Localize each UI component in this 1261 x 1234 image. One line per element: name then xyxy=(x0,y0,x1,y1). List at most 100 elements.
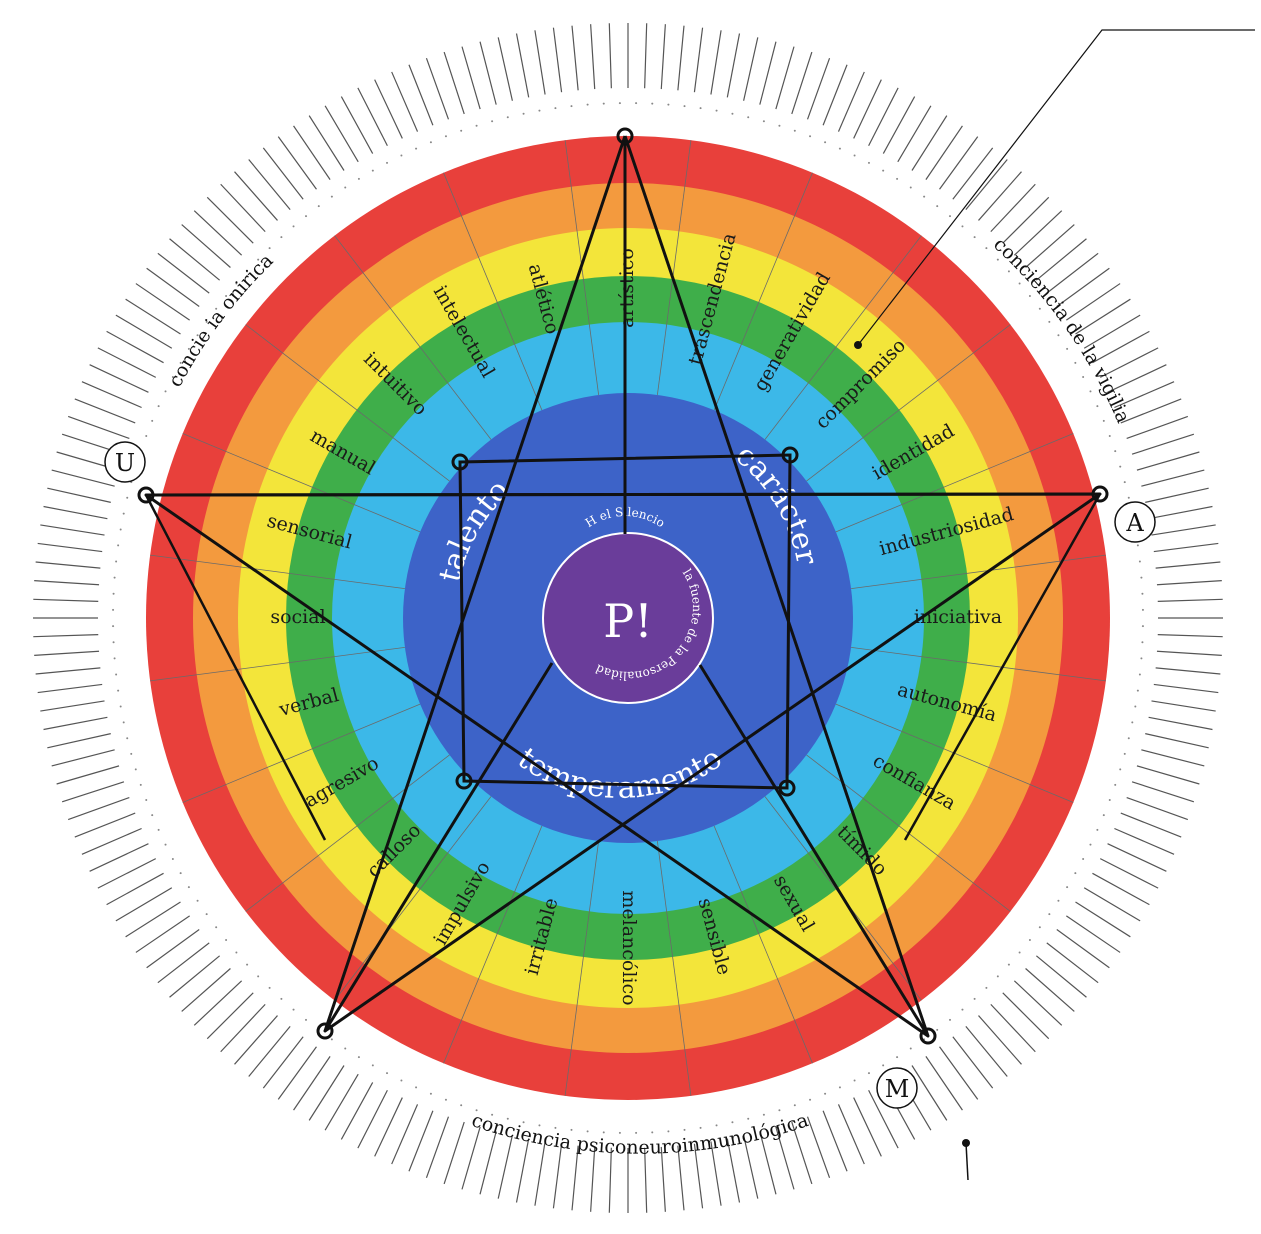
tick-mark xyxy=(677,25,685,91)
vertex-u: U xyxy=(104,441,146,483)
tick-dot xyxy=(762,120,765,123)
tick-mark xyxy=(608,1147,612,1213)
tick-dot xyxy=(187,347,190,350)
tick-mark xyxy=(181,224,231,268)
tick-mark xyxy=(608,23,612,89)
spoke xyxy=(564,841,600,1096)
tick-mark xyxy=(1066,283,1121,321)
tick-mark xyxy=(479,41,497,105)
tick-mark xyxy=(340,1082,374,1140)
tick-dot xyxy=(809,1098,812,1101)
tick-dot xyxy=(344,186,347,189)
tick-dot xyxy=(130,752,133,755)
tick-dot xyxy=(602,1131,605,1134)
tick-dot xyxy=(570,105,573,108)
tick-dot xyxy=(235,951,238,954)
tick-mark xyxy=(74,398,136,424)
spoke xyxy=(182,703,421,803)
tick-mark xyxy=(1092,330,1150,364)
tick-dot xyxy=(357,1056,360,1059)
tick-mark xyxy=(125,298,181,335)
tick-mark xyxy=(1013,980,1063,1026)
tick-mark xyxy=(169,955,221,998)
tick-dot xyxy=(1123,481,1126,484)
tick-dot xyxy=(778,124,781,127)
edge-line-left xyxy=(144,494,327,841)
tick-mark xyxy=(1002,992,1050,1040)
tick-mark xyxy=(74,812,136,838)
tick-mark xyxy=(693,1143,704,1209)
node-marker xyxy=(616,127,634,145)
tick-mark xyxy=(193,210,243,256)
tick-dot xyxy=(961,225,964,228)
tick-dot xyxy=(386,1072,389,1075)
tick-mark xyxy=(644,1147,648,1213)
pointer-dot-top xyxy=(854,341,862,349)
tick-dot xyxy=(699,1126,702,1129)
tick-dot xyxy=(1141,592,1144,595)
spoke xyxy=(245,324,450,482)
vertex-m: M xyxy=(876,1067,918,1109)
tick-mark xyxy=(125,901,181,938)
tick-dot xyxy=(731,1121,734,1124)
tick-dot xyxy=(1089,390,1092,393)
tick-mark xyxy=(97,858,157,889)
tick-mark xyxy=(1075,901,1131,938)
tick-dot xyxy=(215,926,218,929)
tick-mark xyxy=(146,929,200,969)
tick-dot xyxy=(1127,496,1130,499)
tick-dot xyxy=(268,986,271,989)
tick-mark xyxy=(1131,781,1195,803)
node-marker xyxy=(455,772,473,790)
tick-mark xyxy=(374,79,403,139)
tick-mark xyxy=(461,46,481,110)
tick-dot xyxy=(1102,419,1105,422)
tick-mark xyxy=(1148,505,1213,520)
tick-dot xyxy=(246,270,249,273)
spoke xyxy=(443,172,543,411)
tick-dot xyxy=(824,1092,827,1095)
tick-dot xyxy=(824,141,827,144)
tick-dot xyxy=(113,576,116,579)
tick-mark xyxy=(791,51,813,115)
tick-dot xyxy=(1140,576,1143,579)
axis-line-horizontal xyxy=(145,492,1101,497)
tick-dot xyxy=(1007,963,1010,966)
tick-mark xyxy=(1056,929,1110,969)
tick-mark xyxy=(1083,314,1141,349)
tick-dot xyxy=(1057,334,1060,337)
tick-mark xyxy=(47,487,111,503)
tick-dot xyxy=(475,124,478,127)
tick-mark xyxy=(1120,812,1182,838)
tick-mark xyxy=(340,96,374,154)
psico-label: conciencia psiconeuroinmunológica xyxy=(469,1109,811,1159)
tick-mark xyxy=(822,1110,848,1172)
tick-mark xyxy=(1120,398,1182,424)
tick-mark xyxy=(443,1121,465,1185)
tick-mark xyxy=(1141,749,1205,767)
tick-mark xyxy=(1114,827,1175,855)
tick-dot xyxy=(1127,737,1130,740)
tick-dot xyxy=(570,1128,573,1131)
tick-mark xyxy=(965,159,1008,211)
tick-mark xyxy=(515,1138,530,1203)
tick-dot xyxy=(1138,673,1141,676)
tick-dot xyxy=(554,107,557,110)
tick-mark xyxy=(939,1046,979,1100)
tick-dot xyxy=(1096,405,1099,408)
tick-mark xyxy=(1066,915,1121,953)
tick-mark xyxy=(710,30,722,95)
tick-mark xyxy=(552,1143,563,1209)
tick-mark xyxy=(743,1135,759,1199)
tick-mark xyxy=(51,749,115,767)
tick-mark xyxy=(726,1138,741,1203)
tick-dot xyxy=(923,195,926,198)
pointer-lines xyxy=(854,29,1255,1181)
tick-dot xyxy=(1131,721,1134,724)
tick-dot xyxy=(115,673,118,676)
tick-dot xyxy=(151,419,154,422)
tick-mark xyxy=(1156,650,1222,656)
tick-mark xyxy=(391,1104,419,1165)
tick-mark xyxy=(1131,433,1195,455)
tick-mark xyxy=(978,1015,1022,1065)
